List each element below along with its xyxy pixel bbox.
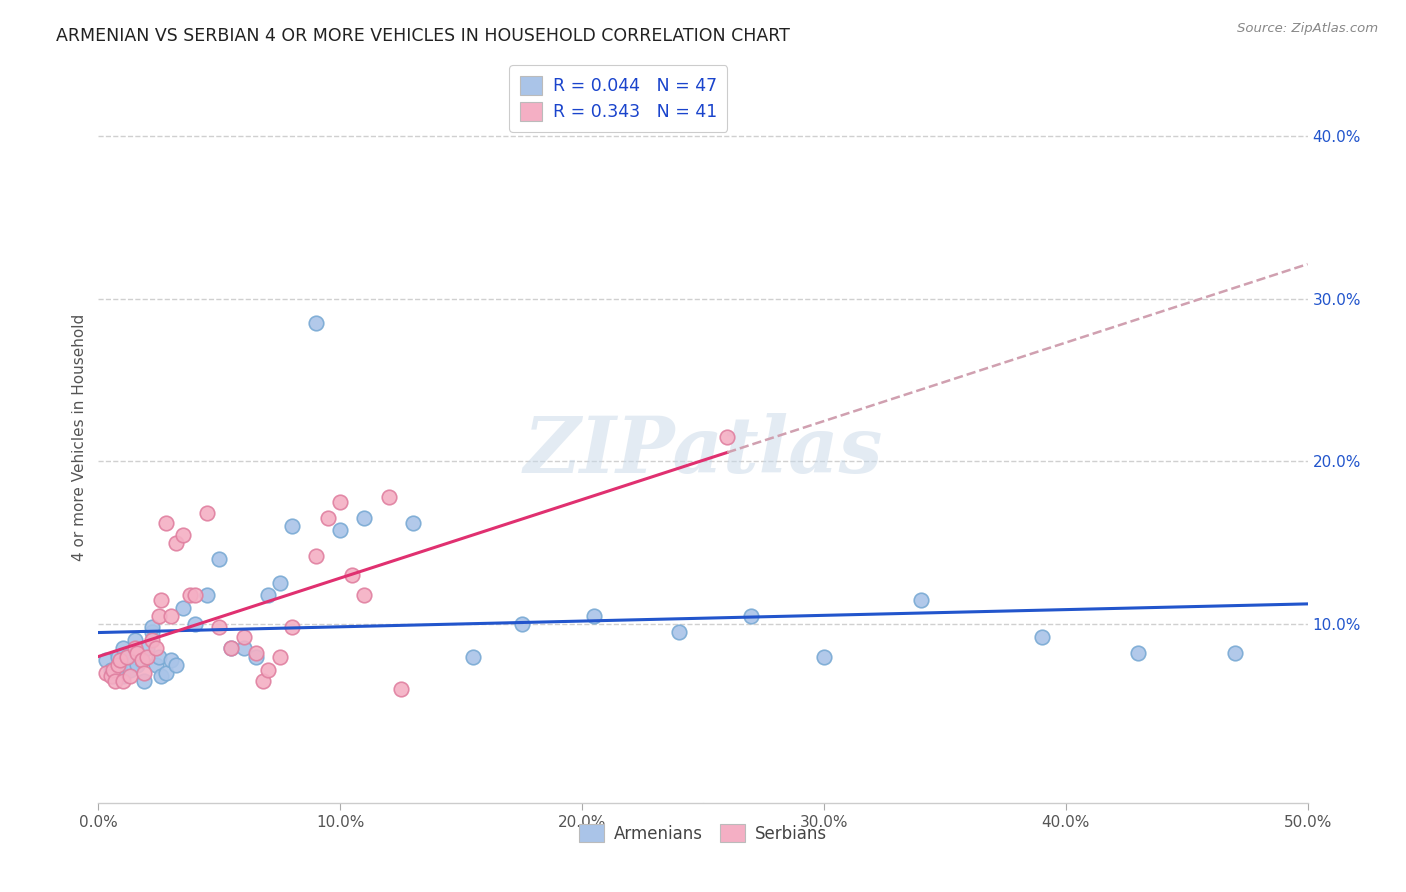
Point — [252, 673, 274, 688]
Point — [124, 641, 146, 656]
Point — [172, 600, 194, 615]
Legend: Armenians, Serbians: Armenians, Serbians — [572, 817, 834, 849]
Point — [329, 523, 352, 537]
Point — [195, 588, 218, 602]
Point — [131, 653, 153, 667]
Point — [94, 653, 117, 667]
Point — [1223, 646, 1246, 660]
Point — [353, 511, 375, 525]
Point — [172, 527, 194, 541]
Point — [402, 516, 425, 531]
Point — [342, 568, 364, 582]
Text: ZIPatlas: ZIPatlas — [523, 414, 883, 490]
Point — [716, 430, 738, 444]
Point — [463, 649, 485, 664]
Point — [305, 549, 328, 563]
Point — [150, 592, 173, 607]
Point — [111, 669, 134, 683]
Point — [117, 649, 139, 664]
Point — [134, 673, 156, 688]
Point — [108, 657, 131, 672]
Text: ARMENIAN VS SERBIAN 4 OR MORE VEHICLES IN HOUSEHOLD CORRELATION CHART: ARMENIAN VS SERBIAN 4 OR MORE VEHICLES I… — [56, 27, 790, 45]
Point — [256, 588, 278, 602]
Point — [148, 649, 170, 664]
Point — [118, 663, 141, 677]
Point — [1128, 646, 1150, 660]
Point — [232, 641, 254, 656]
Point — [107, 657, 129, 672]
Point — [108, 653, 131, 667]
Point — [245, 646, 267, 660]
Point — [148, 608, 170, 623]
Point — [134, 665, 156, 680]
Point — [221, 641, 243, 656]
Point — [195, 507, 218, 521]
Point — [813, 649, 835, 664]
Y-axis label: 4 or more Vehicles in Household: 4 or more Vehicles in Household — [72, 313, 87, 561]
Point — [281, 620, 304, 634]
Point — [221, 641, 243, 656]
Point — [245, 649, 267, 664]
Point — [127, 657, 149, 672]
Point — [104, 673, 127, 688]
Point — [208, 552, 231, 566]
Point — [150, 669, 173, 683]
Point — [104, 665, 127, 680]
Point — [155, 665, 177, 680]
Point — [179, 588, 201, 602]
Point — [232, 630, 254, 644]
Point — [208, 620, 231, 634]
Point — [101, 663, 124, 677]
Point — [1031, 630, 1053, 644]
Point — [155, 516, 177, 531]
Point — [141, 625, 163, 640]
Point — [118, 669, 141, 683]
Point — [329, 495, 352, 509]
Point — [111, 673, 134, 688]
Point — [131, 653, 153, 667]
Point — [135, 641, 157, 656]
Point — [94, 665, 117, 680]
Point — [117, 649, 139, 664]
Point — [256, 663, 278, 677]
Point — [184, 617, 207, 632]
Point — [160, 608, 183, 623]
Point — [184, 588, 207, 602]
Point — [107, 649, 129, 664]
Point — [583, 608, 606, 623]
Point — [141, 633, 163, 648]
Point — [135, 649, 157, 664]
Point — [269, 649, 291, 664]
Point — [160, 653, 183, 667]
Point — [145, 641, 167, 656]
Point — [740, 608, 762, 623]
Point — [165, 657, 187, 672]
Point — [281, 519, 304, 533]
Point — [316, 511, 339, 525]
Point — [165, 535, 187, 549]
Point — [111, 641, 134, 656]
Point — [127, 646, 149, 660]
Point — [269, 576, 291, 591]
Point — [100, 669, 122, 683]
Point — [510, 617, 533, 632]
Point — [668, 625, 690, 640]
Point — [101, 669, 124, 683]
Text: Source: ZipAtlas.com: Source: ZipAtlas.com — [1237, 22, 1378, 36]
Point — [145, 657, 167, 672]
Point — [305, 316, 328, 330]
Point — [910, 592, 932, 607]
Point — [124, 633, 146, 648]
Point — [353, 588, 375, 602]
Point — [377, 490, 399, 504]
Point — [100, 663, 122, 677]
Point — [141, 620, 163, 634]
Point — [389, 681, 412, 696]
